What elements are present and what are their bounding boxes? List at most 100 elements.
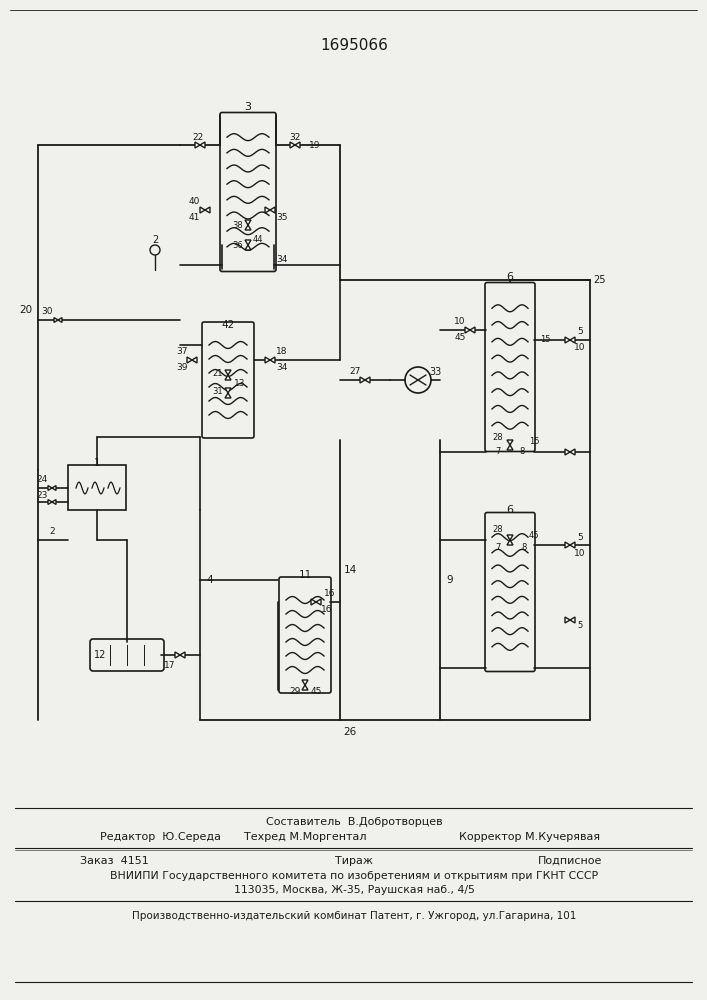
Text: 41: 41 — [188, 214, 199, 223]
Text: 8: 8 — [521, 544, 527, 552]
Text: 33: 33 — [429, 367, 441, 377]
Text: Подписное: Подписное — [538, 856, 602, 866]
Polygon shape — [302, 680, 308, 685]
Polygon shape — [365, 377, 370, 383]
Polygon shape — [225, 370, 231, 375]
Polygon shape — [245, 245, 251, 250]
Polygon shape — [570, 617, 575, 623]
Text: 25: 25 — [594, 275, 606, 285]
Text: 42: 42 — [221, 320, 235, 330]
Text: 8: 8 — [520, 448, 525, 456]
Polygon shape — [187, 357, 192, 363]
Polygon shape — [470, 327, 475, 333]
Text: 24: 24 — [36, 476, 47, 485]
Text: 32: 32 — [289, 132, 300, 141]
Text: 21: 21 — [213, 369, 223, 378]
Text: 5: 5 — [577, 532, 583, 542]
Text: 15: 15 — [529, 438, 539, 446]
Polygon shape — [265, 357, 270, 363]
Text: 35: 35 — [276, 214, 288, 223]
Text: 20: 20 — [19, 305, 33, 315]
Text: 3: 3 — [245, 102, 252, 112]
Polygon shape — [565, 449, 570, 455]
Polygon shape — [265, 207, 270, 213]
Text: Тираж: Тираж — [335, 856, 373, 866]
Polygon shape — [195, 142, 200, 148]
Text: ВНИИПИ Государственного комитета по изобретениям и открытиям при ГКНТ СССР: ВНИИПИ Государственного комитета по изоб… — [110, 871, 598, 881]
Polygon shape — [360, 377, 365, 383]
Text: 2: 2 — [152, 235, 158, 245]
Text: 15: 15 — [539, 336, 550, 344]
Polygon shape — [311, 599, 316, 605]
Bar — [68, 465, 126, 510]
Text: 36: 36 — [233, 240, 243, 249]
Polygon shape — [465, 327, 470, 333]
Text: 11: 11 — [298, 570, 312, 580]
Text: 113035, Москва, Ж-35, Раушская наб., 4/5: 113035, Москва, Ж-35, Раушская наб., 4/5 — [233, 885, 474, 895]
Text: 1695066: 1695066 — [320, 37, 388, 52]
Text: 23: 23 — [36, 491, 47, 500]
Text: Корректор М.Кучерявая: Корректор М.Кучерявая — [460, 832, 600, 842]
Text: Составитель  В.Добротворцев: Составитель В.Добротворцев — [266, 817, 443, 827]
Polygon shape — [507, 445, 513, 450]
Text: 39: 39 — [176, 363, 188, 372]
Polygon shape — [52, 486, 56, 490]
Polygon shape — [225, 388, 231, 393]
Polygon shape — [245, 225, 251, 230]
Text: 30: 30 — [41, 308, 53, 316]
Text: 45: 45 — [455, 334, 466, 342]
Polygon shape — [302, 685, 308, 690]
Text: 40: 40 — [188, 198, 199, 207]
Polygon shape — [270, 357, 275, 363]
Polygon shape — [570, 542, 575, 548]
Text: 5: 5 — [578, 620, 583, 630]
Text: 2: 2 — [49, 528, 55, 536]
Polygon shape — [507, 540, 513, 545]
Polygon shape — [290, 142, 295, 148]
Text: Заказ  4151: Заказ 4151 — [80, 856, 148, 866]
Text: 10: 10 — [574, 344, 586, 353]
Polygon shape — [52, 500, 56, 504]
Polygon shape — [192, 357, 197, 363]
Text: 34: 34 — [276, 363, 288, 372]
Text: 44: 44 — [252, 235, 263, 244]
Text: 29: 29 — [289, 688, 300, 696]
Text: 7: 7 — [496, 448, 501, 456]
Text: 45: 45 — [310, 688, 322, 696]
Text: 28: 28 — [493, 526, 503, 534]
Text: 4: 4 — [206, 575, 214, 585]
Text: 9: 9 — [447, 575, 453, 585]
Polygon shape — [200, 142, 205, 148]
Polygon shape — [175, 652, 180, 658]
Text: 10: 10 — [574, 548, 586, 558]
Polygon shape — [200, 207, 205, 213]
Text: 10: 10 — [455, 318, 466, 326]
Polygon shape — [565, 617, 570, 623]
Polygon shape — [245, 220, 251, 225]
Text: 1: 1 — [94, 458, 100, 468]
Text: Техред М.Моргентал: Техред М.Моргентал — [244, 832, 366, 842]
Polygon shape — [225, 375, 231, 380]
Text: 5: 5 — [577, 328, 583, 336]
Text: 38: 38 — [233, 221, 243, 230]
Text: 17: 17 — [164, 660, 176, 670]
Text: 12: 12 — [94, 650, 106, 660]
Polygon shape — [316, 599, 321, 605]
Polygon shape — [570, 449, 575, 455]
Polygon shape — [58, 318, 62, 322]
Text: 14: 14 — [344, 565, 356, 575]
Text: 7: 7 — [496, 544, 501, 552]
Text: 6: 6 — [506, 272, 513, 282]
Text: 37: 37 — [176, 348, 188, 357]
Polygon shape — [48, 500, 52, 504]
Polygon shape — [565, 542, 570, 548]
Text: 18: 18 — [276, 348, 288, 357]
Polygon shape — [205, 207, 210, 213]
Text: 27: 27 — [349, 367, 361, 376]
Text: 26: 26 — [344, 727, 356, 737]
Text: 16: 16 — [325, 589, 336, 598]
Polygon shape — [225, 393, 231, 398]
Text: 31: 31 — [213, 387, 223, 396]
Text: 13: 13 — [234, 379, 246, 388]
Polygon shape — [507, 535, 513, 540]
